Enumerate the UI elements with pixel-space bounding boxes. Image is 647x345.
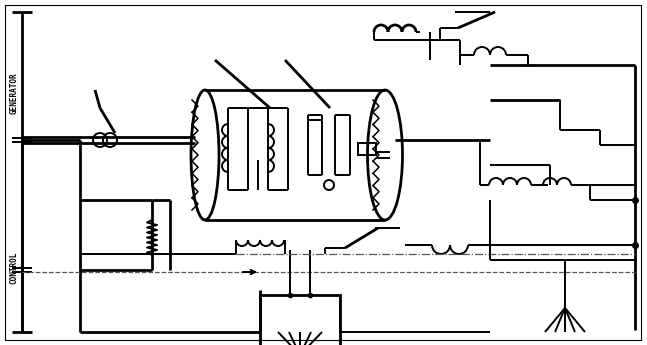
Bar [260, 295, 340, 345]
Text: CONTROL: CONTROL [10, 252, 19, 284]
Text: GENERATOR: GENERATOR [10, 72, 19, 114]
Bar [358, 143, 376, 155]
